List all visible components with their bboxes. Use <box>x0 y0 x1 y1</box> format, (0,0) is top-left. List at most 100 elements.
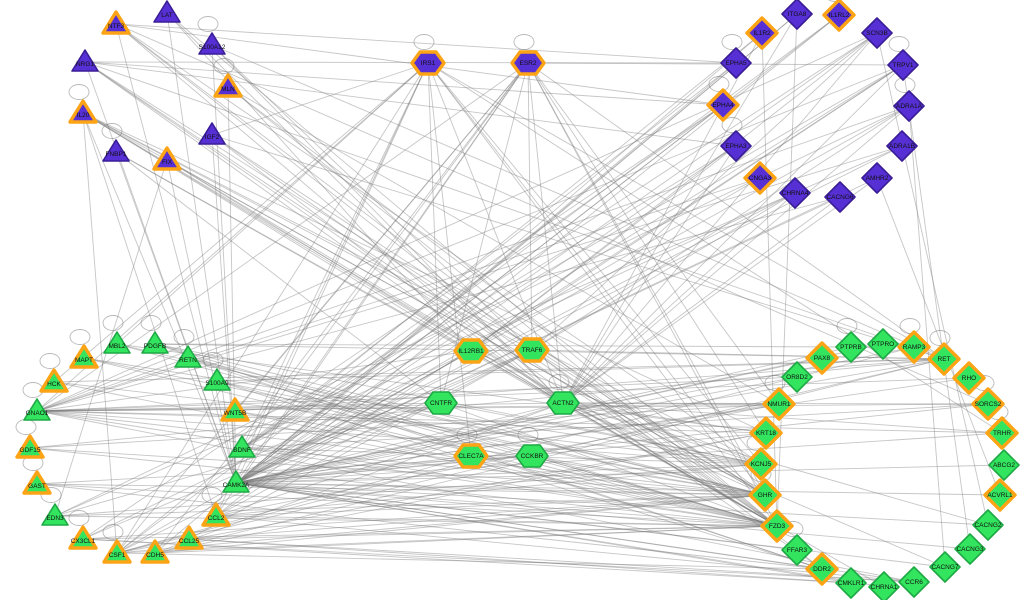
node-shape-CDH5[interactable] <box>140 539 170 564</box>
node-CCR6[interactable]: CCR6 <box>898 566 930 598</box>
node-shape-IL1R2[interactable] <box>745 16 779 50</box>
node-IL12RB1[interactable]: IL12RB1 <box>453 338 489 364</box>
node-EPHA4[interactable]: EPHA4 <box>706 88 740 122</box>
node-IGF2[interactable]: IGF2 <box>198 122 226 145</box>
node-shape-GHR[interactable] <box>748 478 782 512</box>
node-shape-CNTFR[interactable] <box>424 391 458 415</box>
node-shape-CLEC7A[interactable] <box>453 443 489 469</box>
node-IL1R2[interactable]: IL1R2 <box>745 16 779 50</box>
node-shape-MBL2[interactable] <box>103 331 131 354</box>
node-shape-RETN[interactable] <box>174 345 202 368</box>
node-shape-KCNJ5[interactable] <box>744 447 778 481</box>
node-shape-DDR2[interactable] <box>805 552 839 586</box>
node-shape-RHO[interactable] <box>952 361 986 395</box>
node-shape-EPHA3[interactable] <box>720 130 752 162</box>
node-shape-FNBP1[interactable] <box>102 139 130 162</box>
node-IL20[interactable]: IL20 <box>68 99 98 124</box>
node-IRS1[interactable]: IRS1 <box>410 50 446 76</box>
node-ABCG2[interactable]: ABCG2 <box>988 449 1020 481</box>
node-FNBP1[interactable]: FNBP1 <box>102 139 130 162</box>
node-shape-CCL25[interactable] <box>174 525 204 550</box>
node-shape-ABCG2[interactable] <box>988 449 1020 481</box>
node-CACNG7[interactable]: CACNG7 <box>929 551 961 583</box>
node-shape-NTF3[interactable] <box>101 10 131 35</box>
node-EDN3[interactable]: EDN3 <box>41 503 69 526</box>
node-shape-RET[interactable] <box>927 342 961 376</box>
node-RAMP3[interactable]: RAMP3 <box>897 330 931 364</box>
node-CACNG3[interactable]: CACNG3 <box>954 533 986 565</box>
node-RET[interactable]: RET <box>927 342 961 376</box>
node-LAT[interactable]: LAT <box>153 0 181 23</box>
node-shape-RAMP3[interactable] <box>897 330 931 364</box>
node-shape-TRHR[interactable] <box>985 416 1019 450</box>
node-shape-GNAO1[interactable] <box>23 398 51 421</box>
node-shape-CHRNA4[interactable] <box>779 177 811 209</box>
node-shape-CACNG6[interactable] <box>824 181 856 213</box>
node-shape-FZD3[interactable] <box>760 509 794 543</box>
node-shape-CACNG7[interactable] <box>929 551 961 583</box>
node-shape-ACVRL1[interactable] <box>983 478 1017 512</box>
node-NTF3[interactable]: NTF3 <box>101 10 131 35</box>
node-shape-PDGFB[interactable] <box>141 331 169 354</box>
node-shape-SORCS2[interactable] <box>971 387 1005 421</box>
node-GAST[interactable]: GAST <box>22 470 52 495</box>
node-S100A9[interactable]: S100A9 <box>203 368 231 391</box>
node-PDGFB[interactable]: PDGFB <box>141 331 169 354</box>
node-shape-PAX8[interactable] <box>805 341 839 375</box>
node-shape-FIX[interactable] <box>152 146 182 171</box>
node-shape-GDF15[interactable] <box>15 434 45 459</box>
node-FFAR3[interactable]: FFAR3 <box>781 534 813 566</box>
node-CX3CL1[interactable]: CX3CL1 <box>68 525 98 550</box>
node-shape-HCK[interactable] <box>39 368 69 393</box>
node-shape-ITGA8[interactable] <box>781 0 813 30</box>
node-ESR2[interactable]: ESR2 <box>510 50 546 76</box>
node-OR8D2[interactable]: OR8D2 <box>781 361 813 393</box>
node-SORCS2[interactable]: SORCS2 <box>971 387 1005 421</box>
node-shape-SCN3B[interactable] <box>861 17 893 49</box>
node-shape-AMHR2[interactable] <box>861 162 893 194</box>
node-shape-OR8D2[interactable] <box>781 361 813 393</box>
node-shape-FFAR3[interactable] <box>781 534 813 566</box>
node-shape-CAMK2A[interactable] <box>222 470 250 493</box>
node-DDR2[interactable]: DDR2 <box>805 552 839 586</box>
node-CACNG2[interactable]: CACNG2 <box>972 509 1004 541</box>
node-shape-CX3CL1[interactable] <box>68 525 98 550</box>
node-shape-MLN[interactable] <box>213 73 243 98</box>
node-shape-CSF1[interactable] <box>102 539 132 564</box>
node-shape-NMUR1[interactable] <box>762 387 796 421</box>
node-GDF15[interactable]: GDF15 <box>15 434 45 459</box>
node-AMHR2[interactable]: AMHR2 <box>861 162 893 194</box>
node-shape-CMKLR1[interactable] <box>835 567 867 599</box>
node-NMUR1[interactable]: NMUR1 <box>762 387 796 421</box>
node-shape-ESR2[interactable] <box>510 50 546 76</box>
node-CNGA3[interactable]: CNGA3 <box>743 161 777 195</box>
node-MBL2[interactable]: MBL2 <box>103 331 131 354</box>
node-shape-IGF2[interactable] <box>198 122 226 145</box>
node-shape-BDNF[interactable] <box>228 435 256 458</box>
node-shape-PTPRB[interactable] <box>835 331 867 363</box>
node-shape-IL12RB1[interactable] <box>453 338 489 364</box>
node-shape-PTPRO[interactable] <box>867 328 899 360</box>
node-shape-IL20[interactable] <box>68 99 98 124</box>
node-TRAF6[interactable]: TRAF6 <box>514 337 550 363</box>
node-shape-EPHA5[interactable] <box>720 47 752 79</box>
node-shape-S100A9[interactable] <box>203 368 231 391</box>
node-shape-KRT18[interactable] <box>749 416 783 450</box>
node-shape-NRG1[interactable] <box>71 49 99 72</box>
node-CCKBR[interactable]: CCKBR <box>515 444 549 468</box>
node-KRT18[interactable]: KRT18 <box>749 416 783 450</box>
node-shape-CCL2[interactable] <box>201 502 231 527</box>
node-CMKLR1[interactable]: CMKLR1 <box>835 567 867 599</box>
node-shape-GAST[interactable] <box>22 470 52 495</box>
node-shape-CCKBR[interactable] <box>515 444 549 468</box>
node-shape-ADRA1A[interactable] <box>893 90 925 122</box>
node-shape-LAT[interactable] <box>153 0 181 23</box>
node-shape-IRS1[interactable] <box>410 50 446 76</box>
node-shape-EDN3[interactable] <box>41 503 69 526</box>
node-shape-WNT5B[interactable] <box>220 397 250 422</box>
node-PTPRO[interactable]: PTPRO <box>867 328 899 360</box>
node-shape-TRPV1[interactable] <box>887 49 919 81</box>
node-IL1RL2[interactable]: IL1RL2 <box>822 0 856 32</box>
node-MLN[interactable]: MLN <box>213 73 243 98</box>
